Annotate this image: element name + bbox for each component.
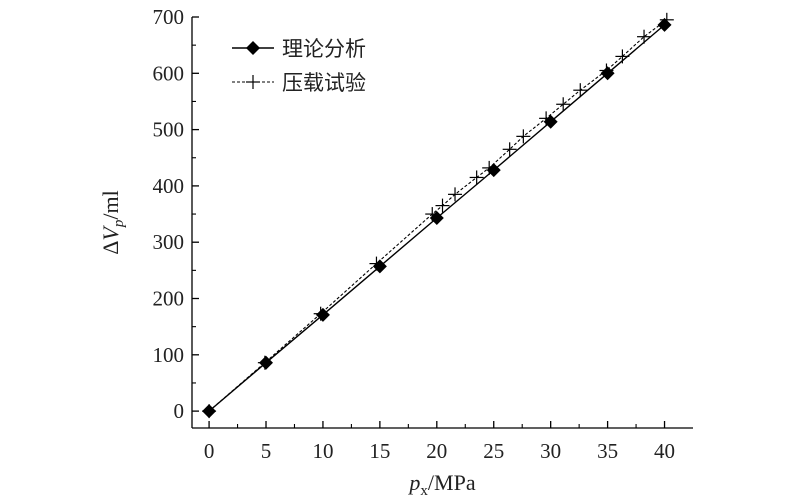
series-1 xyxy=(202,17,672,419)
x-axis-title: px/MPa xyxy=(407,470,475,499)
data-point-plus xyxy=(516,129,531,144)
data-point-plus xyxy=(599,63,614,78)
data-point-plus xyxy=(448,187,463,202)
series-2 xyxy=(202,12,674,419)
data-point-plus xyxy=(435,198,450,213)
data-point-diamond xyxy=(657,17,672,32)
y-tick-label: 200 xyxy=(153,287,185,311)
legend-marker-plus xyxy=(246,75,260,89)
y-tick-label: 600 xyxy=(153,61,185,85)
x-tick-label: 10 xyxy=(312,439,333,463)
x-tick-label: 30 xyxy=(540,439,561,463)
x-tick-label: 35 xyxy=(597,439,618,463)
data-point-plus xyxy=(556,97,571,112)
data-point-plus xyxy=(615,49,630,64)
data-point-plus xyxy=(659,12,674,27)
data-point-plus xyxy=(637,29,652,44)
data-point-plus xyxy=(482,160,497,175)
x-tick-label: 0 xyxy=(204,439,215,463)
data-point-plus xyxy=(502,142,517,157)
y-tick-label: 300 xyxy=(153,230,185,254)
y-tick-label: 500 xyxy=(153,118,185,142)
x-tick-label: 40 xyxy=(654,439,675,463)
x-tick-label: 15 xyxy=(369,439,390,463)
x-tick-label: 20 xyxy=(426,439,447,463)
data-point-plus xyxy=(469,170,484,185)
y-tick-label: 400 xyxy=(153,174,185,198)
legend-item-1: 理论分析 xyxy=(232,37,366,61)
legend-marker-diamond xyxy=(246,41,260,55)
legend-item-2: 压载试验 xyxy=(232,71,366,95)
y-tick-label: 700 xyxy=(153,5,185,29)
series-layer xyxy=(202,12,674,419)
y-axis-title: ΔVp/ml xyxy=(98,190,127,254)
data-point-plus xyxy=(425,207,440,222)
data-point-diamond xyxy=(315,307,330,322)
data-point-plus xyxy=(313,306,328,321)
y-tick-label: 0 xyxy=(174,399,185,423)
data-point-plus xyxy=(202,404,217,419)
x-tick-label: 25 xyxy=(483,439,504,463)
data-point-plus xyxy=(257,355,272,370)
series-line xyxy=(208,19,668,412)
data-point-diamond xyxy=(600,66,615,81)
y-tick-label: 100 xyxy=(153,343,185,367)
data-point-plus xyxy=(539,111,554,126)
data-point-plus xyxy=(573,83,588,98)
legend-label: 理论分析 xyxy=(282,37,366,61)
legend-label: 压载试验 xyxy=(282,71,366,95)
x-tick-label: 5 xyxy=(261,439,272,463)
axes: 0 100 200 300 400 500 600 700 0 5 10 15 20 25 30 35 40 px… xyxy=(98,5,693,499)
data-point-plus xyxy=(369,256,384,271)
